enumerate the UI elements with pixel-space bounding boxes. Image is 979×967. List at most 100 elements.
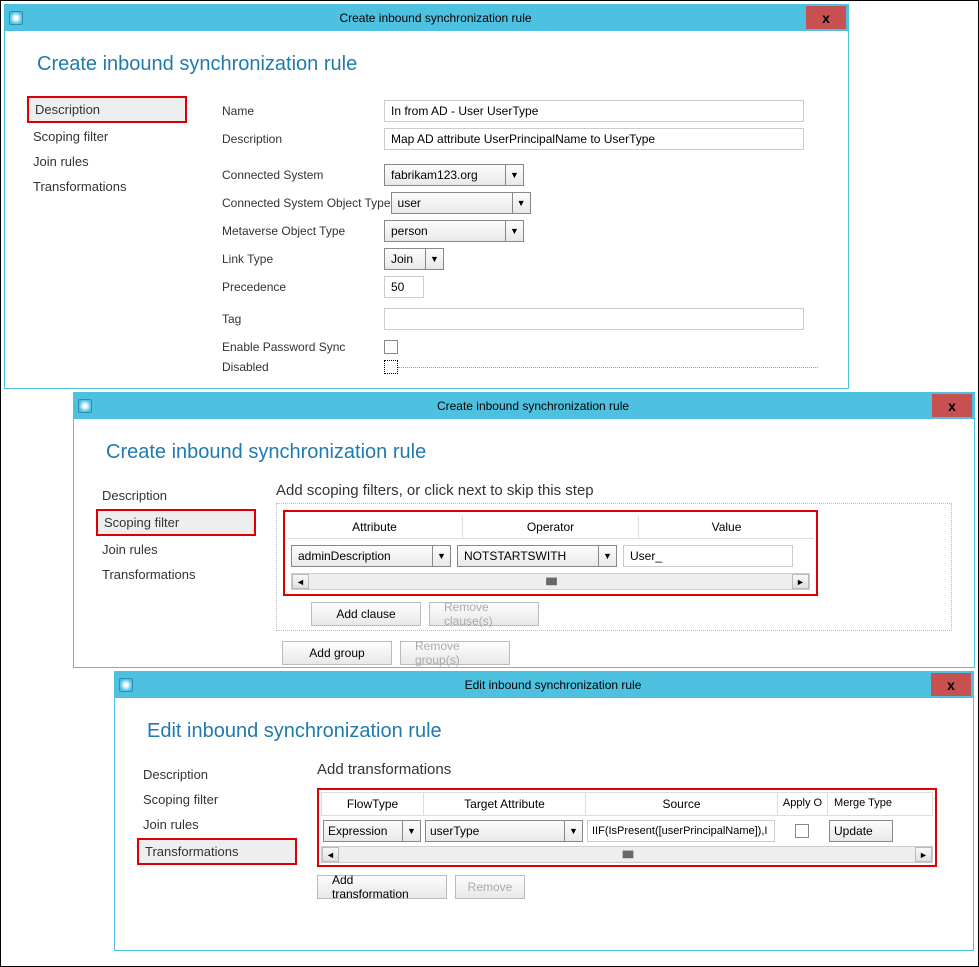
link-type-label: Link Type <box>222 252 384 266</box>
add-transformation-button[interactable]: Add transformation <box>317 875 447 899</box>
precedence-label: Precedence <box>222 280 384 294</box>
nav-scoping-filter[interactable]: Scoping filter <box>137 788 297 811</box>
titlebar: Create inbound synchronization rule x <box>74 393 974 419</box>
attribute-header: Attribute <box>287 516 463 538</box>
value-input[interactable] <box>623 545 793 567</box>
transformations-form: Add transformations FlowType Target Attr… <box>317 761 951 899</box>
merge-value: Update <box>834 824 873 838</box>
name-label: Name <box>222 104 384 118</box>
nav-join-rules[interactable]: Join rules <box>96 538 256 561</box>
divider <box>398 367 818 368</box>
clause-buttons: Add clause Remove clause(s) <box>311 602 945 626</box>
target-dropdown[interactable]: userType▼ <box>425 820 583 842</box>
scoping-form: Add scoping filters, or click next to sk… <box>276 482 952 665</box>
page-heading: Edit inbound synchronization rule <box>147 720 973 743</box>
chevron-down-icon: ▼ <box>425 249 443 269</box>
scroll-track[interactable]: ▮▮▮ <box>309 574 792 589</box>
nav-description[interactable]: Description <box>137 763 297 786</box>
mv-object-type-dropdown[interactable]: person ▼ <box>384 220 524 242</box>
scroll-track[interactable]: ▮▮▮ <box>339 847 915 862</box>
titlebar: Create inbound synchronization rule x <box>5 5 848 31</box>
remove-button[interactable]: Remove <box>455 875 525 899</box>
nav-sidebar: Description Scoping filter Join rules Tr… <box>27 94 187 380</box>
nav-join-rules[interactable]: Join rules <box>137 813 297 836</box>
nav-scoping-filter[interactable]: Scoping filter <box>27 125 187 148</box>
nav-join-rules[interactable]: Join rules <box>27 150 187 173</box>
table-header: FlowType Target Attribute Source Apply O… <box>321 792 933 816</box>
precedence-input[interactable] <box>384 276 424 298</box>
app-icon <box>119 678 133 692</box>
attribute-dropdown[interactable]: adminDescription ▼ <box>291 545 451 567</box>
password-sync-checkbox[interactable] <box>384 340 398 354</box>
titlebar: Edit inbound synchronization rule x <box>115 672 973 698</box>
nav-description[interactable]: Description <box>96 484 256 507</box>
merge-type-dropdown[interactable]: Update <box>829 820 893 842</box>
apply-once-cell <box>779 820 825 842</box>
filter-row: adminDescription ▼ NOTSTARTSWITH▼ <box>287 539 814 573</box>
cs-object-type-label: Connected System Object Type <box>222 196 391 210</box>
tag-label: Tag <box>222 312 384 326</box>
cs-object-type-dropdown[interactable]: user▼ <box>391 192 531 214</box>
scroll-left-icon[interactable]: ◄ <box>292 574 309 589</box>
nav-sidebar: Description Scoping filter Join rules Tr… <box>137 761 297 899</box>
scroll-left-icon[interactable]: ◄ <box>322 847 339 862</box>
content-area: Description Scoping filter Join rules Tr… <box>5 94 848 402</box>
chevron-down-icon: ▼ <box>564 821 582 841</box>
section-heading: Add transformations <box>317 761 951 778</box>
window-transformations: Edit inbound synchronization rule x Edit… <box>114 671 974 951</box>
attribute-value: adminDescription <box>298 549 391 563</box>
table-header: Attribute Operator Value <box>287 516 814 539</box>
nav-transformations[interactable]: Transformations <box>96 563 256 586</box>
scroll-grip-icon: ▮▮▮ <box>545 576 556 587</box>
close-icon: x <box>948 398 956 414</box>
filter-group-container: Attribute Operator Value adminDescriptio… <box>276 503 952 631</box>
operator-value: NOTSTARTSWITH <box>464 549 566 563</box>
apply-header: Apply O <box>778 793 828 815</box>
scroll-right-icon[interactable]: ► <box>915 847 932 862</box>
close-icon: x <box>822 10 830 26</box>
connected-system-label: Connected System <box>222 168 384 182</box>
close-button[interactable]: x <box>931 673 971 696</box>
transformations-table: FlowType Target Attribute Source Apply O… <box>317 788 937 867</box>
window-description: Create inbound synchronization rule x Cr… <box>4 4 849 389</box>
transformation-buttons: Add transformation Remove <box>317 875 951 899</box>
add-clause-button[interactable]: Add clause <box>311 602 421 626</box>
close-button[interactable]: x <box>932 394 972 417</box>
chevron-down-icon: ▼ <box>505 221 523 241</box>
connected-system-dropdown[interactable]: fabrikam123.org▼ <box>384 164 524 186</box>
apply-once-checkbox[interactable] <box>795 824 809 838</box>
page-heading: Create inbound synchronization rule <box>106 441 974 464</box>
remove-group-button[interactable]: Remove group(s) <box>400 641 510 665</box>
source-header: Source <box>586 793 778 815</box>
source-input[interactable]: IIF(IsPresent([userPrincipalName]),I <box>587 820 775 842</box>
transformation-row: Expression▼ userType▼ IIF(IsPresent([use… <box>321 816 933 846</box>
close-button[interactable]: x <box>806 6 846 29</box>
nav-transformations[interactable]: Transformations <box>27 175 187 198</box>
close-icon: x <box>947 677 955 693</box>
tag-input[interactable] <box>384 308 804 330</box>
content-area: Description Scoping filter Join rules Tr… <box>115 761 973 921</box>
horizontal-scrollbar[interactable]: ◄ ▮▮▮ ► <box>321 846 933 863</box>
disabled-checkbox[interactable] <box>384 360 398 374</box>
description-label: Description <box>222 132 384 146</box>
flowtype-dropdown[interactable]: Expression▼ <box>323 820 421 842</box>
description-input[interactable] <box>384 128 804 150</box>
horizontal-scrollbar[interactable]: ◄ ▮▮▮ ► <box>291 573 810 590</box>
link-type-dropdown[interactable]: Join ▼ <box>384 248 444 270</box>
app-icon <box>78 399 92 413</box>
remove-clause-button[interactable]: Remove clause(s) <box>429 602 539 626</box>
content-area: Description Scoping filter Join rules Tr… <box>74 482 974 687</box>
name-input[interactable] <box>384 100 804 122</box>
nav-description[interactable]: Description <box>27 96 187 123</box>
chevron-down-icon: ▼ <box>432 546 450 566</box>
connected-system-value: fabrikam123.org <box>391 168 478 182</box>
scroll-right-icon[interactable]: ► <box>792 574 809 589</box>
target-header: Target Attribute <box>424 793 586 815</box>
chevron-down-icon: ▼ <box>512 193 530 213</box>
mv-object-type-value: person <box>391 224 428 238</box>
nav-scoping-filter[interactable]: Scoping filter <box>96 509 256 536</box>
link-type-value: Join <box>391 252 413 266</box>
operator-dropdown[interactable]: NOTSTARTSWITH▼ <box>457 545 617 567</box>
nav-transformations[interactable]: Transformations <box>137 838 297 865</box>
add-group-button[interactable]: Add group <box>282 641 392 665</box>
